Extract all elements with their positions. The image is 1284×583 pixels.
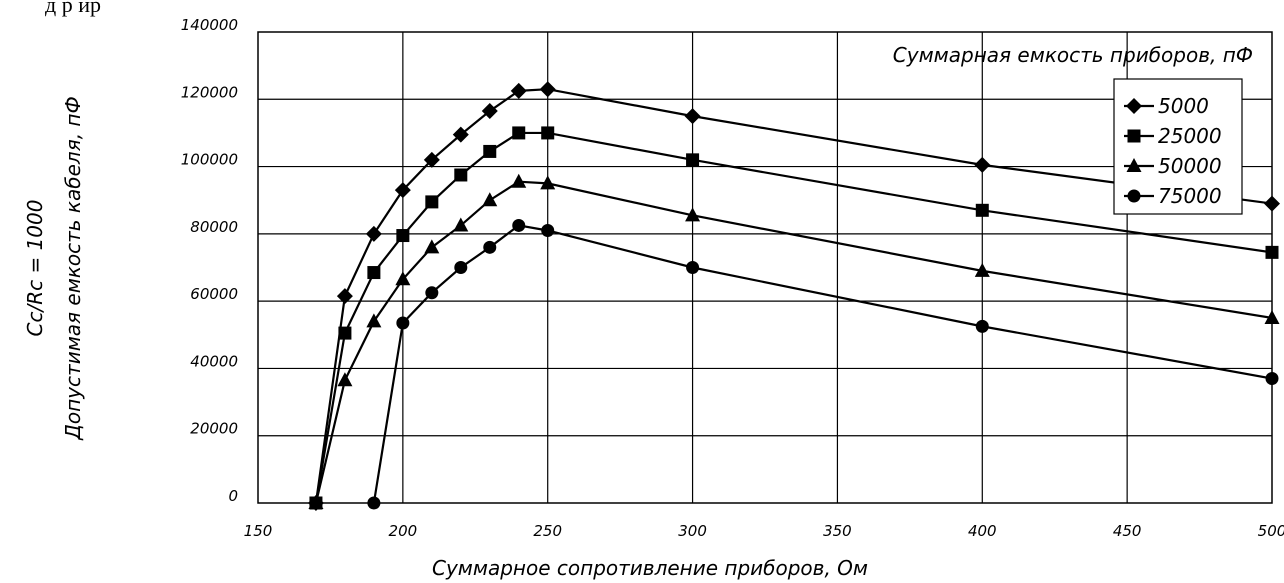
data-point-circle <box>367 496 381 510</box>
data-point-square <box>425 195 439 209</box>
data-point-square <box>367 266 381 280</box>
y-tick-label: 80000 <box>190 218 238 236</box>
data-point-diamond <box>510 82 527 99</box>
data-point-triangle <box>366 313 382 328</box>
legend-label: 75000 <box>1158 184 1222 208</box>
data-point-diamond <box>365 225 382 242</box>
data-point-square <box>512 126 526 140</box>
top-fragment-text: д р ир <box>45 0 101 17</box>
y-tick-label: 140000 <box>181 16 238 34</box>
legend-label: 25000 <box>1158 124 1222 148</box>
x-tick-label: 400 <box>968 522 997 540</box>
plot-frame <box>257 31 1273 504</box>
data-point-triangle <box>453 217 469 232</box>
y-axis-secondary-label: Сс/Rс = 1000 <box>23 200 47 337</box>
data-point-square <box>338 326 352 340</box>
data-point-square <box>483 144 497 158</box>
data-point-diamond <box>539 81 556 98</box>
data-point-triangle <box>540 175 556 190</box>
series-5000 <box>307 81 1280 511</box>
data-point-diamond <box>423 151 440 168</box>
x-tick-label: 300 <box>678 522 707 540</box>
data-point-circle <box>686 261 700 274</box>
data-point-square <box>1265 245 1279 259</box>
data-point-triangle <box>1264 309 1280 324</box>
data-point-triangle <box>337 372 353 387</box>
data-point-diamond <box>394 182 411 199</box>
data-point-square <box>686 153 700 167</box>
legend-title: Суммарная емкость приборов, пФ <box>893 43 1253 67</box>
x-tick-label: 150 <box>244 522 273 540</box>
grid <box>258 32 1272 503</box>
x-tick-label: 500 <box>1258 522 1284 540</box>
legend-item: 50000 <box>1124 154 1222 178</box>
data-point-diamond <box>452 126 469 143</box>
tick-labels: 150 200 250 300 350 400 450 5000200004000060000… <box>181 16 1284 540</box>
data-point-triangle <box>482 192 498 207</box>
data-point-circle <box>425 286 439 300</box>
data-point-square <box>975 203 989 217</box>
series-line <box>314 88 1273 504</box>
y-tick-label: 120000 <box>181 83 238 101</box>
legend-item: 25000 <box>1124 124 1222 148</box>
data-point-diamond <box>974 156 991 173</box>
legend-marker <box>1126 98 1142 114</box>
x-tick-label: 250 <box>533 522 562 540</box>
legend-item: 5000 <box>1124 94 1209 118</box>
series-25000 <box>309 126 1279 510</box>
data-point-triangle <box>424 239 440 254</box>
data-point-diamond <box>1264 195 1280 212</box>
series-line <box>314 180 1273 504</box>
series-group <box>307 81 1280 511</box>
y-tick-label: 40000 <box>190 352 238 370</box>
data-point-diamond <box>336 288 353 305</box>
data-point-diamond <box>481 103 498 120</box>
y-tick-label: 0 <box>228 487 238 505</box>
data-point-circle <box>975 319 989 333</box>
data-point-triangle <box>685 207 701 222</box>
legend-item: 75000 <box>1124 184 1222 208</box>
x-tick-label: 200 <box>389 522 418 540</box>
y-tick-label: 20000 <box>190 420 238 438</box>
data-point-diamond <box>684 108 701 125</box>
x-tick-label: 450 <box>1113 522 1142 540</box>
legend-label: 50000 <box>1158 154 1222 178</box>
legend-marker <box>1127 129 1141 143</box>
legend-label: 5000 <box>1158 94 1209 118</box>
x-tick-label: 350 <box>823 522 852 540</box>
series-50000 <box>308 173 1280 509</box>
data-point-circle <box>541 223 555 237</box>
y-axis-label: Допустимая емкость кабеля, пФ <box>61 96 85 440</box>
y-tick-label: 100000 <box>181 151 238 169</box>
data-point-circle <box>454 261 468 274</box>
legend-marker <box>1126 158 1142 172</box>
data-point-triangle <box>974 262 990 277</box>
data-point-circle <box>1265 372 1279 386</box>
data-point-circle <box>396 316 410 330</box>
data-point-square <box>541 126 555 140</box>
series-line <box>314 131 1273 504</box>
series-line <box>372 224 1273 504</box>
data-point-triangle <box>308 495 324 509</box>
x-axis-label: Суммарное сопротивление приборов, Ом <box>432 556 868 580</box>
legend: 5000 25000 50000 75000 <box>1124 94 1222 208</box>
data-point-triangle <box>511 173 527 188</box>
y-tick-label: 60000 <box>190 285 238 303</box>
data-point-triangle <box>395 271 411 286</box>
data-point-circle <box>483 240 497 254</box>
data-point-circle <box>512 218 526 232</box>
data-point-square <box>396 229 410 243</box>
legend-marker <box>1127 189 1141 203</box>
data-point-square <box>454 168 468 182</box>
series-75000 <box>367 218 1279 510</box>
